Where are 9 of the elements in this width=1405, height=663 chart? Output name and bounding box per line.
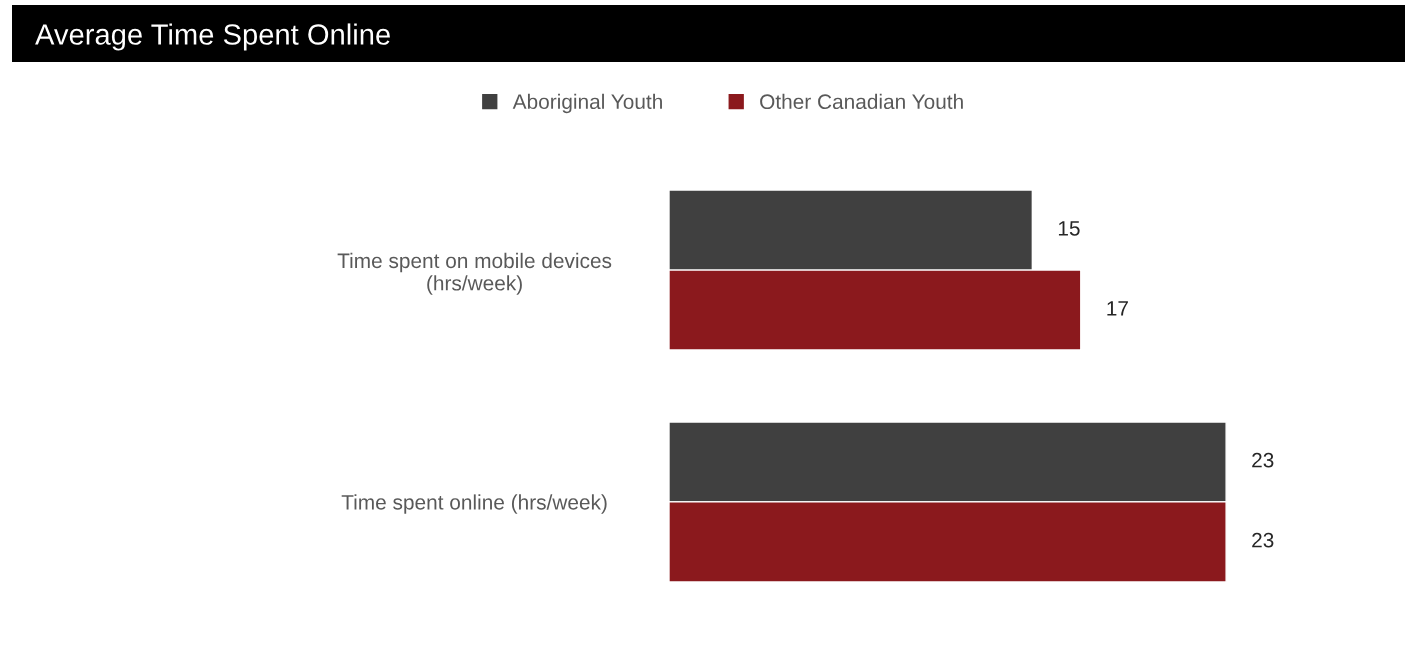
legend-label: Other Canadian Youth bbox=[760, 93, 963, 110]
text: Average Time Spent Online bbox=[35, 23, 390, 51]
data-label: 15 bbox=[1058, 221, 1080, 236]
data-label: 23 bbox=[1252, 532, 1274, 548]
data-label: 23 bbox=[1252, 452, 1274, 468]
legend-label: Aboriginal Youth bbox=[512, 93, 662, 114]
y-tick-label: Time spent online (hrs/week) bbox=[341, 494, 607, 514]
data-label: 17 bbox=[1107, 301, 1128, 316]
y-tick-label: Time spent on mobile devices (hrs/week) bbox=[337, 252, 612, 295]
